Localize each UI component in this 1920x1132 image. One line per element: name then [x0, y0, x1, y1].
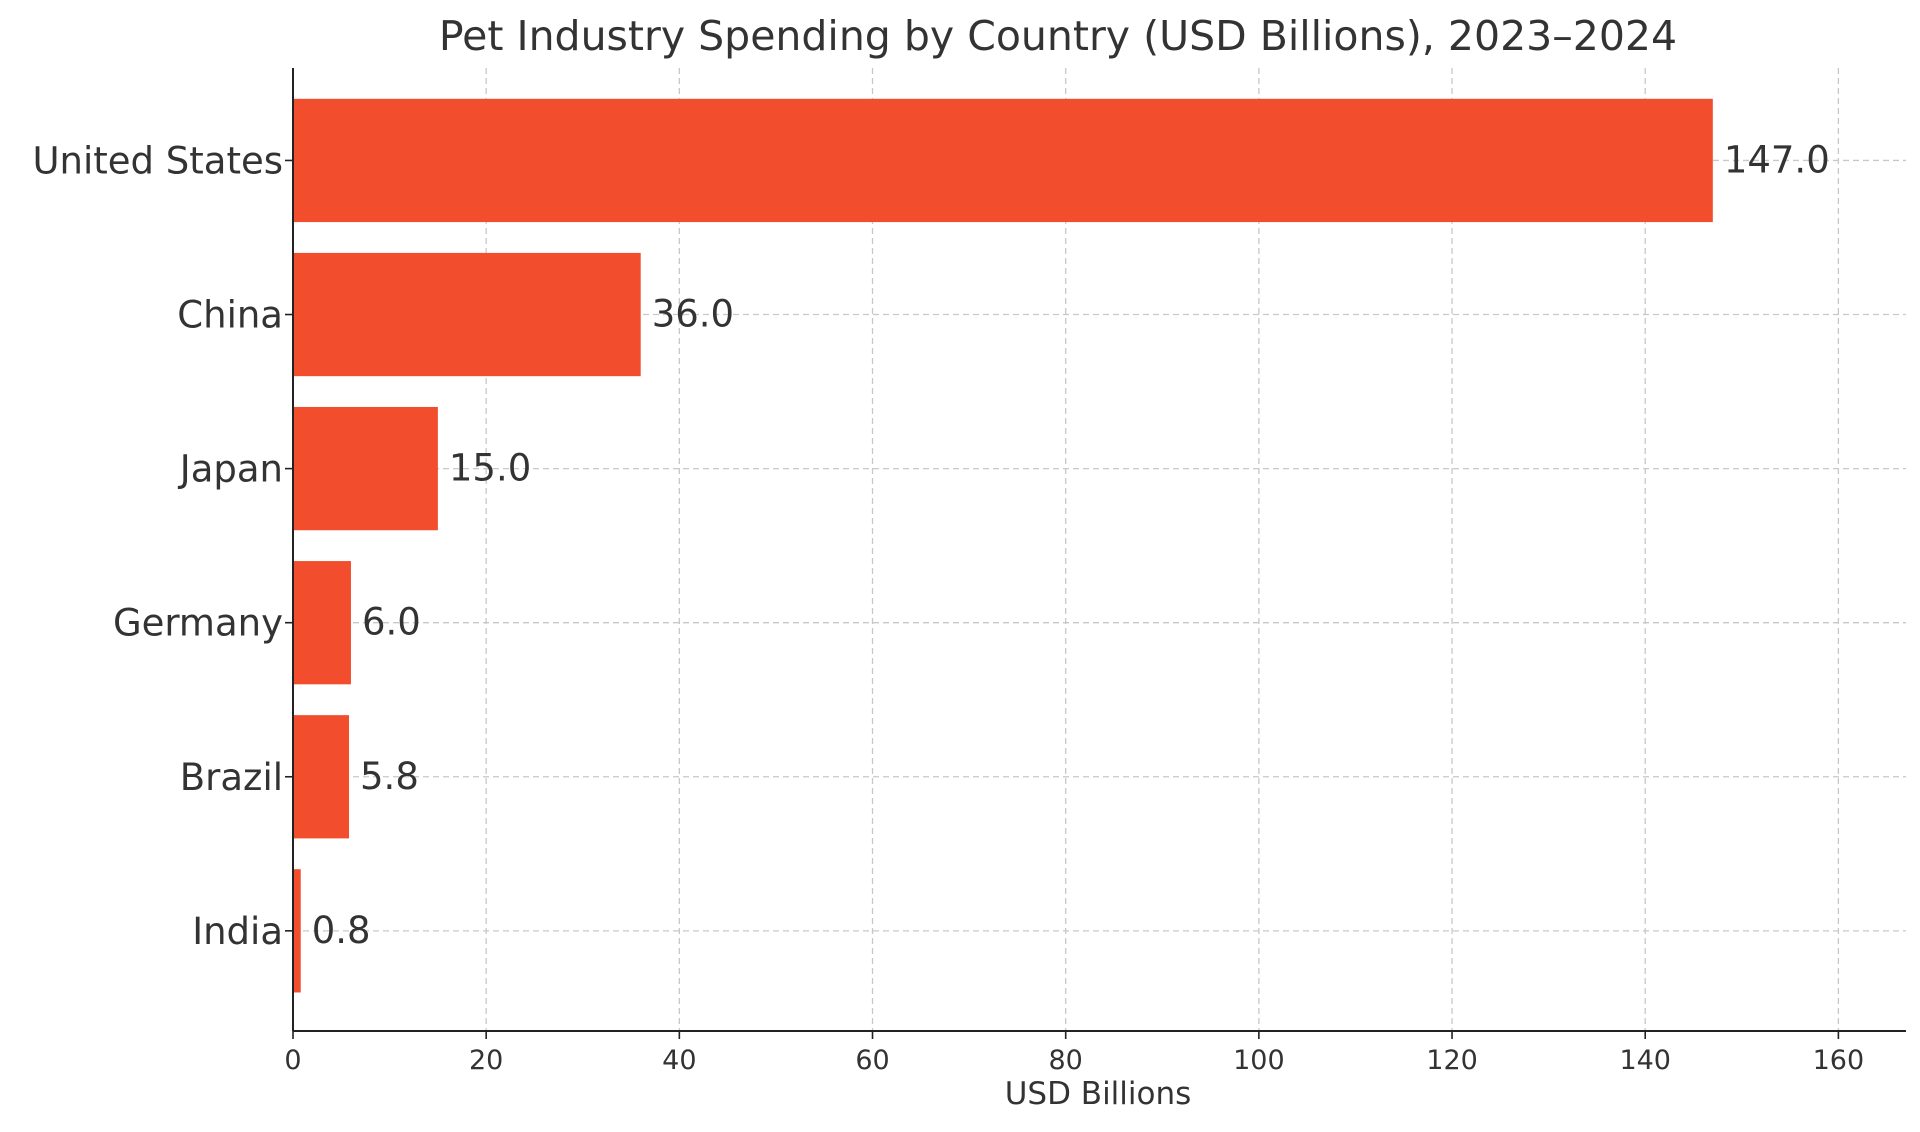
- data-label: 36.0: [652, 293, 734, 336]
- x-tick-label: 120: [1426, 1045, 1478, 1076]
- x-tick-label: 80: [1049, 1045, 1083, 1076]
- x-tick-label: 40: [662, 1045, 696, 1076]
- data-label: 147.0: [1724, 138, 1830, 181]
- bar: [293, 715, 350, 839]
- bar: [293, 869, 301, 993]
- data-label: 5.8: [360, 755, 419, 798]
- bar: [293, 252, 641, 377]
- x-tick-label: 140: [1619, 1045, 1671, 1076]
- bars: [293, 98, 1713, 993]
- category-label: United States: [32, 139, 283, 182]
- category-label: Germany: [113, 602, 283, 645]
- category-label: Brazil: [180, 756, 283, 799]
- category-label: India: [192, 910, 283, 953]
- axes: [285, 68, 1906, 1039]
- x-tick-label: 100: [1233, 1045, 1285, 1076]
- data-label: 6.0: [362, 601, 421, 644]
- category-label: Japan: [178, 448, 283, 491]
- x-tick-label: 20: [469, 1045, 503, 1076]
- data-label: 0.8: [312, 909, 371, 952]
- bar: [293, 98, 1713, 223]
- data-label: 15.0: [449, 447, 531, 490]
- x-axis-label: USD Billions: [1005, 1076, 1192, 1112]
- x-tick-label: 160: [1813, 1045, 1865, 1076]
- category-label: China: [177, 294, 283, 337]
- bar: [293, 561, 351, 685]
- x-tick-label: 0: [284, 1045, 301, 1076]
- chart-title: Pet Industry Spending by Country (USD Bi…: [439, 12, 1677, 60]
- x-tick-label: 60: [855, 1045, 889, 1076]
- bar: [293, 406, 438, 531]
- labels: 0 20 40 60 80 100 120 140 160 United States 147.0 C…: [32, 138, 1864, 1076]
